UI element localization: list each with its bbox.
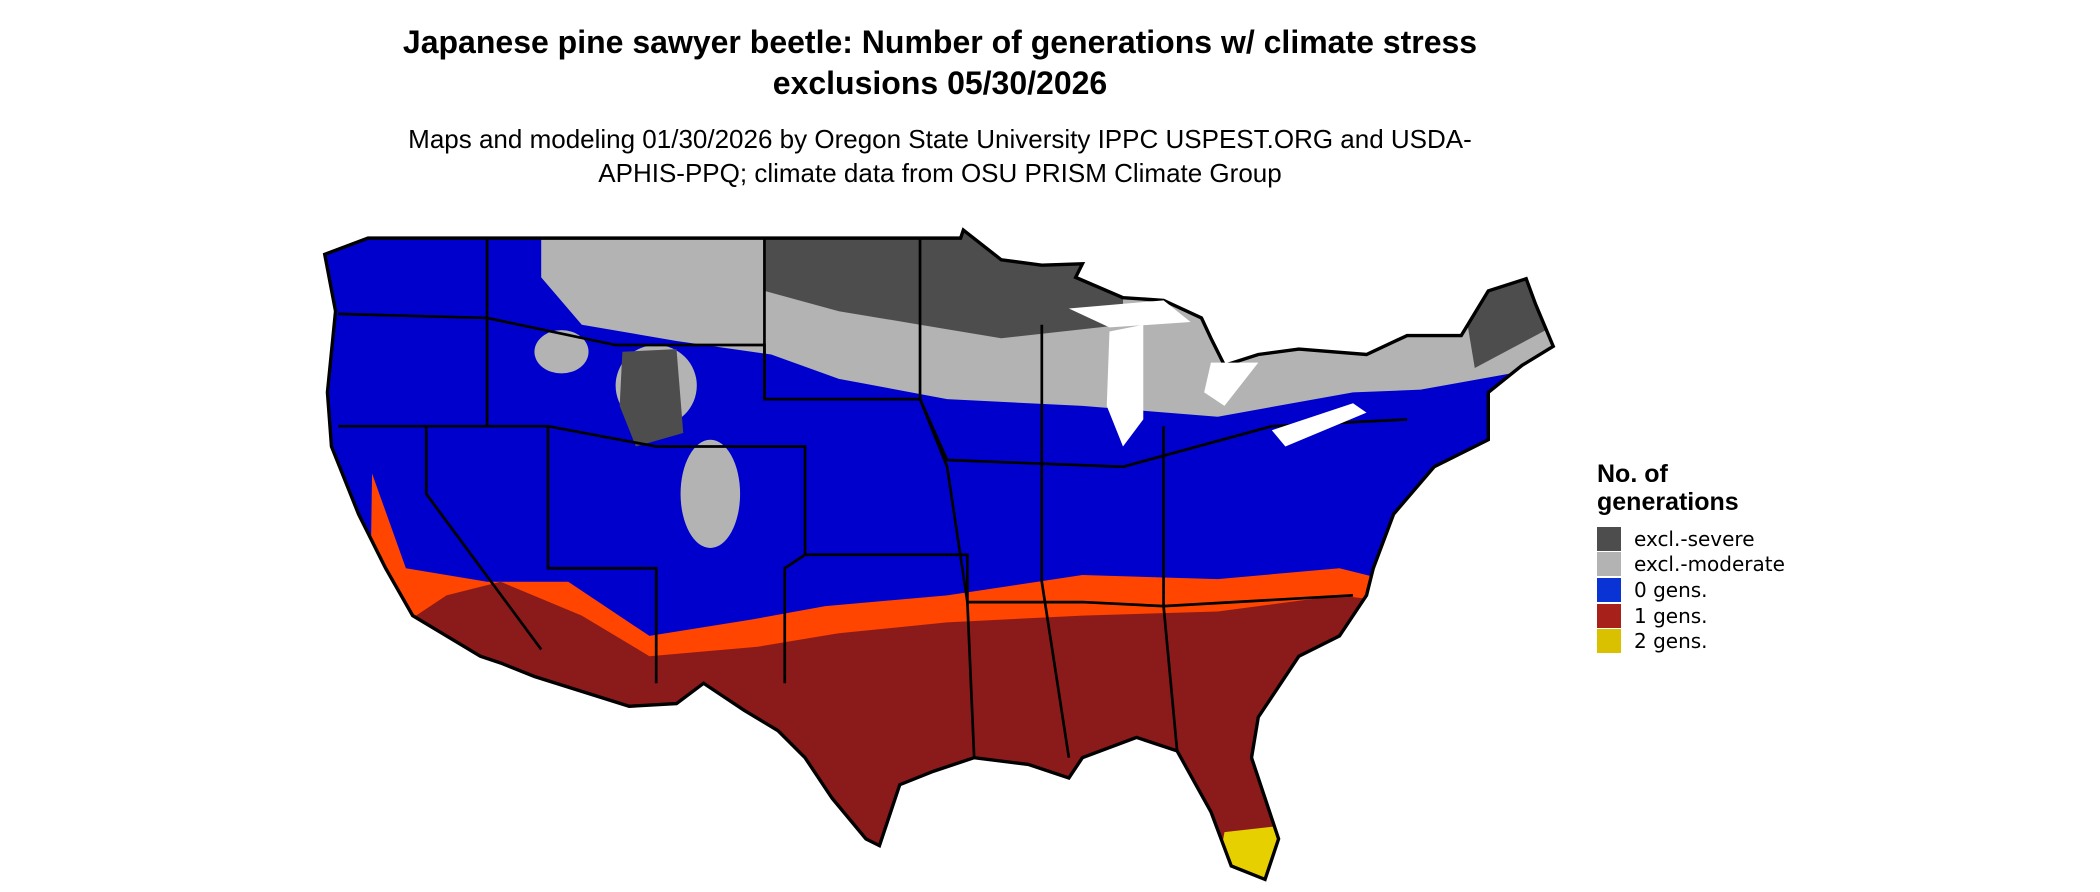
- legend: No. of generations excl.-severe excl.-mod…: [1597, 460, 1857, 654]
- legend-item: 0 gens.: [1597, 577, 1857, 603]
- legend-title: No. of generations: [1597, 460, 1739, 516]
- legend-item: 1 gens.: [1597, 603, 1857, 629]
- legend-swatch: [1597, 577, 1621, 602]
- region-moderate: [680, 439, 741, 548]
- map-body: [323, 228, 1555, 882]
- legend-label: 2 gens.: [1634, 629, 1708, 654]
- legend-item: excl.-moderate: [1597, 552, 1857, 578]
- legend-label: excl.-moderate: [1634, 552, 1785, 577]
- legend-label: 0 gens.: [1634, 577, 1708, 602]
- map-title: Japanese pine sawyer beetle: Number of g…: [402, 24, 1478, 101]
- legend-label: excl.-severe: [1634, 526, 1755, 551]
- legend-swatch: [1597, 552, 1621, 577]
- legend-label: 1 gens.: [1634, 603, 1708, 628]
- legend-item: excl.-severe: [1597, 526, 1857, 552]
- region-1-gens: [405, 581, 1435, 880]
- legend-items: excl.-severe excl.-moderate 0 gens. 1 gens.…: [1597, 526, 1857, 654]
- legend-item: 2 gens.: [1597, 628, 1857, 654]
- lakes: [1068, 300, 1367, 447]
- region-moderate: [534, 330, 589, 374]
- map: [323, 228, 1555, 882]
- legend-swatch: [1597, 603, 1621, 628]
- state-borders: [338, 238, 1408, 758]
- legend-swatch: [1597, 526, 1621, 551]
- map-subtitle: Maps and modeling 01/30/2026 by Oregon S…: [408, 124, 1472, 188]
- region-2-gens: [1210, 825, 1293, 880]
- region-severe: [619, 349, 684, 447]
- legend-swatch: [1597, 629, 1621, 654]
